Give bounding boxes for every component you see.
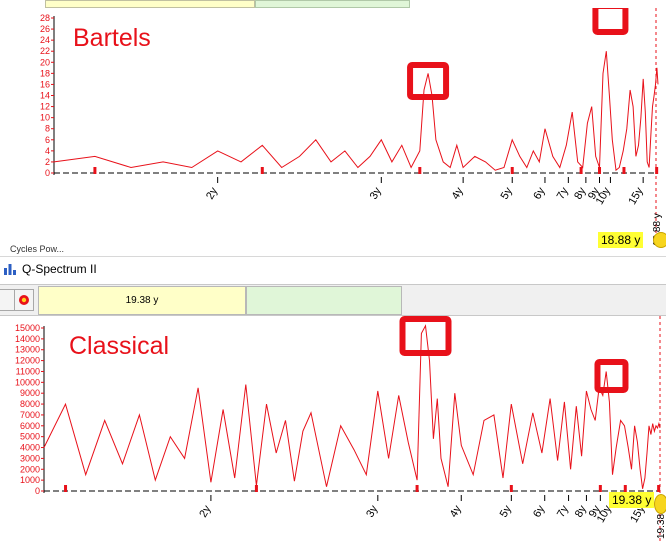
cycle-marker [622, 167, 626, 174]
y-tick-label: 16 [40, 79, 50, 89]
spectrum-line [53, 51, 659, 172]
period-field-green[interactable] [246, 286, 402, 315]
y-tick-label: 6 [45, 135, 50, 145]
top-strip-yellow [45, 0, 255, 8]
rotated-period-readout: 19.38 y [656, 506, 666, 539]
cycle-marker [598, 167, 602, 174]
bottom-period-readout: 19.38 y [609, 492, 655, 508]
y-tick-label: 2000 [20, 464, 40, 474]
top-period-readout: 18.88 y [598, 232, 644, 248]
spectrum-line [43, 324, 661, 489]
cycle-marker [254, 485, 258, 492]
cycle-marker [579, 167, 583, 174]
y-tick-label: 8 [45, 124, 50, 134]
x-tick-label: 6y [531, 503, 547, 519]
x-tick-label: 10y [594, 185, 614, 207]
highlight-box [592, 8, 629, 35]
y-tick-label: 28 [40, 13, 50, 23]
highlight-box [399, 316, 452, 356]
y-tick-label: 14000 [15, 334, 40, 344]
x-tick-label: 2y [204, 185, 220, 201]
cycle-marker [598, 485, 602, 492]
rotated-period-readout: 18.88 y [652, 213, 663, 246]
y-tick-label: 6000 [20, 421, 40, 431]
y-tick-label: 10000 [15, 377, 40, 387]
bartels-chart-panel: 0 2 4 6 8 10 12 14 16 18 20 22 24 26 28 2y 3y 4y 5y 6y 7y 8y 9… [0, 8, 666, 256]
chart-app-icon [4, 264, 16, 275]
x-tick-label: 4y [450, 185, 466, 201]
y-tick-label: 20 [40, 57, 50, 67]
window-titlebar: Q-Spectrum II [0, 256, 666, 280]
x-tick-label: 3y [368, 185, 384, 201]
y-tick-label: 13000 [15, 345, 40, 355]
y-tick-label: 4000 [20, 443, 40, 453]
y-tick-label: 12 [40, 102, 50, 112]
top-strip-green [255, 0, 410, 8]
gear-icon [19, 295, 29, 305]
cycle-marker [418, 167, 422, 174]
y-tick-label: 0 [35, 486, 40, 496]
x-tick-label: 2y [197, 503, 213, 519]
cycle-marker [655, 167, 659, 174]
y-tick-label: 11000 [16, 366, 40, 376]
window-title: Q-Spectrum II [22, 262, 97, 276]
cycle-marker [260, 167, 264, 174]
x-tick-label: 4y [448, 503, 464, 519]
y-tick-label: 26 [40, 24, 50, 34]
y-tick-label: 4 [45, 146, 50, 156]
period-field-value: 19.38 y [125, 295, 159, 306]
y-tick-label: 5000 [20, 432, 40, 442]
x-tick-label: 7y [555, 185, 571, 201]
y-tick-label: 8000 [20, 399, 40, 409]
cycles-power-label: Cycles Pow... [10, 244, 65, 254]
y-tick-label: 14 [40, 91, 50, 101]
y-tick-label: 0 [45, 168, 50, 178]
y-tick-label: 1000 [20, 475, 40, 485]
settings-button[interactable] [14, 289, 34, 311]
cycle-marker [64, 485, 68, 492]
bartels-title: Bartels [73, 24, 151, 52]
toolbar: 19.38 y [0, 284, 666, 316]
cycle-marker [510, 167, 514, 174]
x-tick-label: 5y [499, 185, 515, 201]
y-tick-label: 24 [40, 35, 50, 45]
classical-title: Classical [69, 332, 170, 360]
y-tick-label: 15000 [15, 323, 40, 333]
cycle-marker [623, 485, 627, 492]
y-tick-label: 9000 [20, 388, 40, 398]
highlight-box [594, 359, 629, 393]
period-field[interactable]: 19.38 y [38, 286, 246, 315]
y-tick-label: 3000 [20, 453, 40, 463]
bottom-cursor-handle[interactable] [654, 494, 666, 514]
highlight-box [407, 62, 450, 100]
y-tick-label: 12000 [15, 356, 40, 366]
y-tick-label: 10 [40, 113, 50, 123]
y-tick-label: 18 [40, 68, 50, 78]
x-tick-label: 8y [573, 503, 589, 519]
top-cursor-handle[interactable] [653, 232, 666, 248]
x-tick-label: 15y [626, 185, 646, 207]
x-tick-label: 6y [531, 185, 547, 201]
cycle-marker [93, 167, 97, 174]
x-tick-label: 3y [364, 503, 380, 519]
y-tick-label: 2 [45, 157, 50, 167]
y-tick-label: 7000 [20, 410, 40, 420]
classical-chart-panel: 0 1000 2000 3000 4000 5000 6000 7000 8000 9000 100… [0, 316, 666, 541]
x-tick-label: 5y [498, 503, 514, 519]
x-tick-label: 7y [555, 503, 571, 519]
cycle-marker [415, 485, 419, 492]
y-tick-label: 22 [40, 46, 50, 56]
cycle-marker [509, 485, 513, 492]
cycle-marker [657, 485, 661, 492]
